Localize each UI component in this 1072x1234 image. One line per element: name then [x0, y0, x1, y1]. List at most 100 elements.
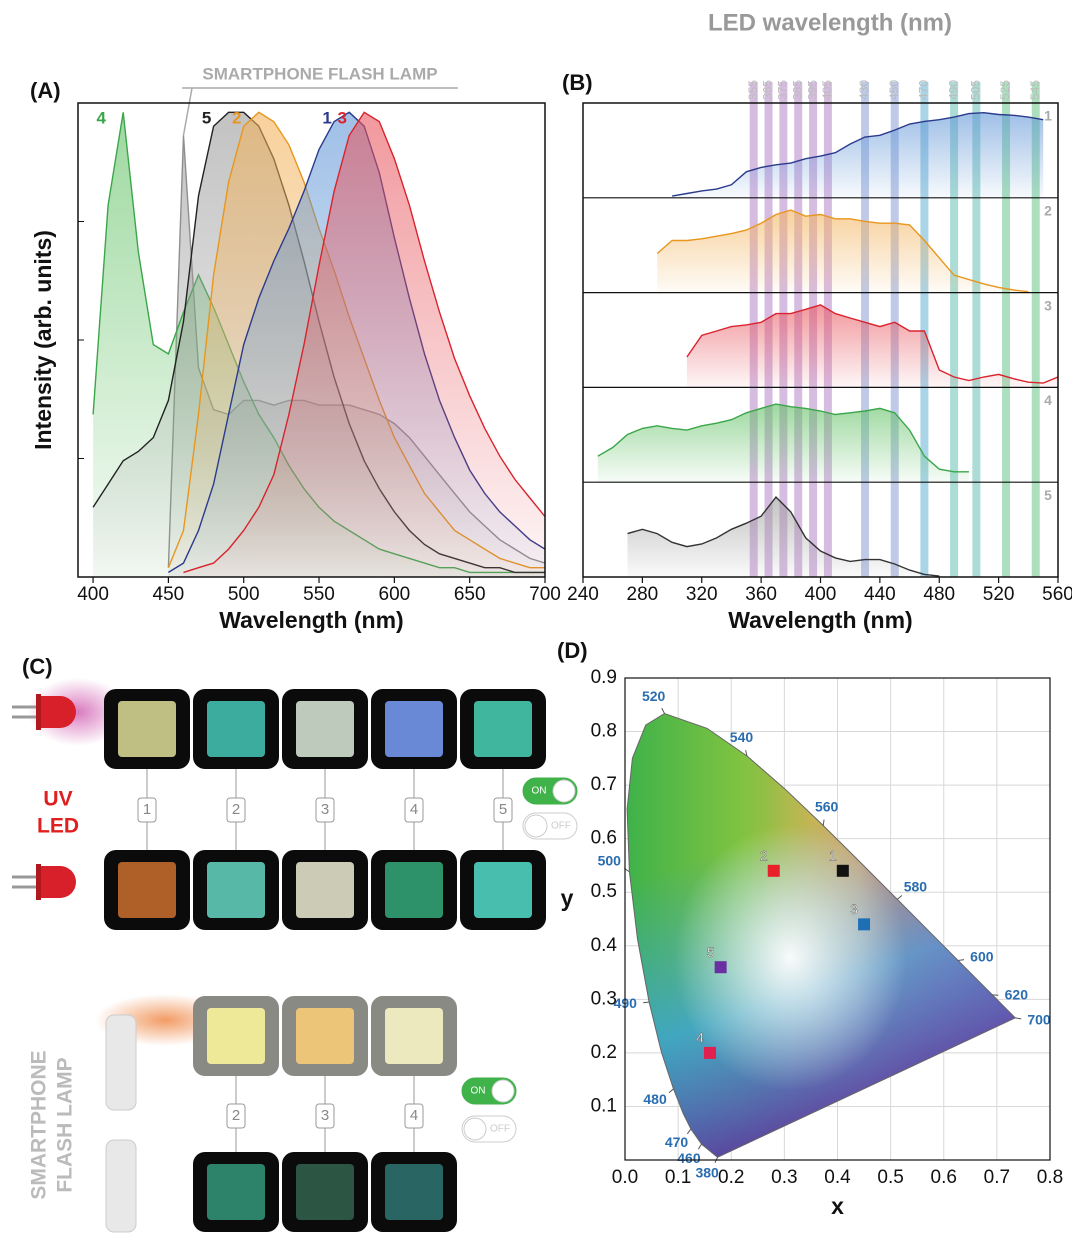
- sample: [296, 701, 354, 757]
- x-tick-label: 450: [153, 584, 185, 605]
- line: [183, 111, 546, 574]
- point-label: 3: [850, 901, 858, 917]
- sample-number: 5: [499, 801, 507, 818]
- series-label: 4: [96, 108, 106, 127]
- led-wavelength-label: 355: [746, 80, 760, 100]
- series-label: 3: [337, 108, 346, 127]
- line: [671, 111, 1044, 197]
- sample-number-box: [226, 1103, 246, 1129]
- sample: [296, 862, 354, 918]
- x-tick-label: 0.3: [771, 1167, 797, 1188]
- switch-knob: [552, 779, 576, 803]
- sample-number-box: [315, 1103, 335, 1129]
- x-tick-label: 440: [864, 584, 896, 605]
- gamut-fill: [627, 713, 1016, 1158]
- point-label: 5: [707, 944, 715, 960]
- phone: [105, 1139, 137, 1233]
- point: [836, 864, 849, 877]
- locus-tick: [822, 819, 825, 826]
- annotation-leader: [182, 87, 458, 136]
- panel-label: (C): [22, 654, 53, 679]
- line: [627, 496, 940, 577]
- switch-knob: [524, 814, 548, 838]
- area: [686, 304, 1058, 388]
- x-tick-label: 0.5: [877, 1167, 903, 1188]
- sample: [118, 701, 176, 757]
- x-tick-label: 480: [923, 584, 955, 605]
- locus-tick: [668, 1088, 674, 1094]
- area: [672, 112, 1044, 198]
- y-tick-label: 0.2: [591, 1042, 617, 1063]
- led-band: [920, 82, 929, 577]
- point-label: 4: [696, 1030, 704, 1046]
- locus-tick: [896, 895, 903, 900]
- uv-led-label: UV: [43, 788, 72, 811]
- sample: [207, 701, 265, 757]
- series-label: 1: [322, 108, 331, 127]
- sample: [296, 1008, 354, 1064]
- y-tick-label: 0.7: [591, 774, 617, 795]
- sample-number-box: [493, 797, 513, 823]
- area: [657, 210, 1029, 293]
- series-label: 1: [1044, 108, 1052, 124]
- led-wavelength-label: 545: [1028, 80, 1042, 100]
- sample: [296, 1164, 354, 1220]
- sample-number: 1: [143, 801, 151, 818]
- x-tick-label: 600: [379, 584, 411, 605]
- x-tick-label: 320: [686, 584, 718, 605]
- sample: [385, 862, 443, 918]
- locus-label: 460: [677, 1150, 701, 1166]
- locus-label: 480: [643, 1091, 667, 1107]
- area: [627, 497, 940, 577]
- locus-label: 700: [1027, 1011, 1051, 1027]
- led-band: [950, 82, 959, 577]
- point: [858, 918, 871, 931]
- locus-tick: [643, 1001, 650, 1004]
- point: [704, 1046, 716, 1059]
- panel-label: (D): [557, 638, 588, 663]
- locus-label: 380: [695, 1164, 719, 1180]
- sample: [474, 862, 532, 918]
- sample-number: 3: [321, 1107, 329, 1124]
- flash-lamp-label: SMARTPHONE: [28, 1050, 51, 1199]
- panel-label: (B): [562, 70, 593, 95]
- locus-label: 520: [642, 688, 666, 704]
- x-tick-label: 560: [1042, 584, 1072, 605]
- line: [686, 304, 1059, 384]
- led-wavelength-label: 490: [946, 80, 960, 100]
- y-tick-label: 0.4: [591, 935, 618, 956]
- led: [38, 866, 76, 898]
- x-tick-label: 0.2: [718, 1167, 744, 1188]
- led-wavelength-label: 505: [969, 80, 983, 100]
- locus-tick: [697, 1143, 702, 1150]
- area: [597, 404, 969, 483]
- x-axis-label: Wavelength (nm): [728, 607, 912, 633]
- x-tick-label: 0.7: [984, 1167, 1010, 1188]
- annotation: SMARTPHONE FLASH LAMP: [202, 64, 437, 83]
- sample-number: 2: [232, 801, 240, 818]
- x-tick-label: 0.4: [824, 1167, 851, 1188]
- sample: [385, 701, 443, 757]
- sample-number: 2: [232, 1107, 240, 1124]
- sample: [474, 701, 532, 757]
- sample-number: 3: [321, 801, 329, 818]
- y-tick-label: 0.9: [591, 667, 617, 688]
- led-wavelength-label: 450: [887, 80, 901, 100]
- sample: [385, 1008, 443, 1064]
- led-legs: [12, 875, 38, 889]
- led-wavelength-label: 375: [776, 80, 790, 100]
- point: [767, 864, 780, 877]
- led: [38, 696, 76, 728]
- x-tick-label: 700: [529, 584, 561, 605]
- led-wavelength-label: 385: [790, 80, 804, 100]
- led-band: [1031, 82, 1040, 577]
- x-axis-label: Wavelength (nm): [219, 607, 403, 633]
- flash-lamp-label: FLASH LAMP: [54, 1057, 77, 1192]
- led-wavelength-label: 470: [917, 80, 931, 100]
- series-label: 2: [232, 108, 241, 127]
- panel-label: (A): [30, 78, 61, 103]
- switch-label: ON: [471, 1086, 486, 1097]
- area: [183, 112, 545, 578]
- led-title: LED wavelength (nm): [708, 9, 952, 36]
